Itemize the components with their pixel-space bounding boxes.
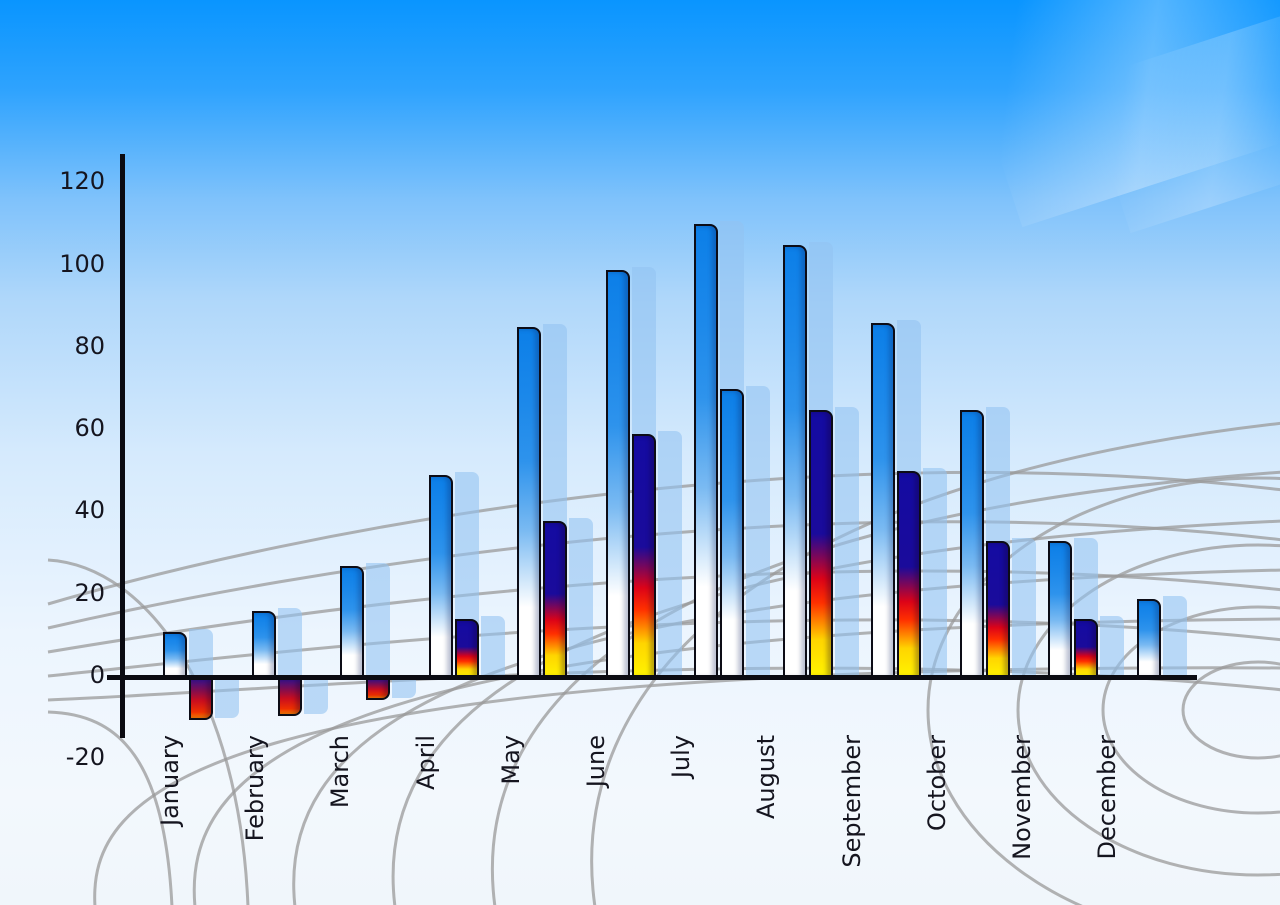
- bar-echo-primary-January: [189, 628, 213, 677]
- x-axis-month-label: April: [411, 735, 440, 790]
- bar-echo-secondary-September: [923, 468, 947, 677]
- bar-secondary-May: [543, 520, 567, 677]
- bar-primary-February: [251, 611, 276, 677]
- y-axis-tick-label: 120: [59, 167, 105, 196]
- bar-secondary-September: [897, 471, 921, 677]
- x-axis-month-label: July: [667, 735, 696, 779]
- bar-primary-September: [871, 323, 895, 677]
- bar-secondary-July: [720, 388, 744, 677]
- x-axis-month-label: March: [326, 735, 355, 809]
- x-axis-month-label: May: [496, 735, 525, 785]
- bar-echo-primary-March: [366, 562, 390, 677]
- bar-primary-August: [782, 244, 807, 677]
- bar-echo-secondary-January: [215, 679, 239, 719]
- bar-primary-June: [605, 269, 630, 677]
- bar-secondary-June: [631, 434, 656, 677]
- bar-echo-primary-February: [277, 608, 302, 677]
- bar-primary-July: [694, 224, 718, 677]
- x-axis-month-label: January: [156, 735, 184, 826]
- bar-primary-January: [163, 631, 187, 677]
- bar-secondary-January: [189, 679, 213, 721]
- x-axis-zero-line: [107, 675, 1197, 680]
- bar-primary-May: [517, 327, 541, 677]
- bar-echo-secondary-April: [480, 616, 505, 677]
- y-axis-tick-label: 100: [59, 249, 105, 278]
- bar-primary-October: [959, 409, 984, 677]
- bar-primary-April: [428, 475, 453, 677]
- y-axis-tick-label: 80: [74, 331, 105, 360]
- bar-echo-secondary-June: [657, 431, 682, 677]
- bar-secondary-October: [985, 541, 1010, 677]
- y-axis-line: [120, 154, 125, 738]
- bar-secondary-February: [277, 679, 302, 717]
- x-axis-month-label: December: [1093, 735, 1122, 860]
- x-axis-month-label: September: [837, 735, 866, 868]
- bar-echo-secondary-October: [1011, 538, 1036, 677]
- bar-echo-secondary-February: [303, 679, 328, 715]
- bar-primary-March: [340, 565, 364, 677]
- x-axis-month-label: February: [241, 735, 270, 842]
- y-axis-tick-label: 60: [74, 414, 105, 443]
- bar-secondary-November: [1074, 619, 1098, 677]
- bar-secondary-March: [366, 679, 390, 700]
- x-axis-month-label: August: [752, 735, 781, 819]
- bar-primary-December: [1136, 598, 1161, 677]
- y-axis-tick-label: 20: [74, 578, 105, 607]
- bar-echo-secondary-August: [834, 406, 859, 677]
- x-axis-month-label: June: [582, 735, 610, 788]
- bar-secondary-April: [454, 619, 479, 677]
- y-axis-tick-label: 40: [74, 496, 105, 525]
- bar-secondary-August: [808, 409, 833, 677]
- bar-echo-secondary-November: [1100, 616, 1124, 677]
- y-axis-tick-label: 0: [89, 661, 105, 689]
- bar-echo-secondary-March: [392, 679, 416, 698]
- y-axis-tick-label: -20: [65, 743, 105, 772]
- x-axis-month-label: October: [922, 735, 951, 832]
- bar-primary-November: [1048, 541, 1072, 677]
- bar-echo-primary-December: [1162, 595, 1187, 677]
- bar-echo-secondary-May: [569, 517, 593, 677]
- x-axis-month-label: November: [1008, 735, 1036, 860]
- bar-echo-secondary-July: [746, 385, 770, 677]
